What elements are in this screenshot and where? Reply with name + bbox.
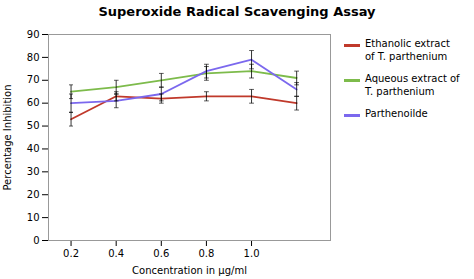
html-text:Parthenoilde: Parthenoilde <box>365 108 428 119</box>
svg-text:40: 40 <box>27 143 40 154</box>
svg-text:50: 50 <box>27 120 40 131</box>
svg-text:20: 20 <box>27 189 40 200</box>
svg-text:0.4: 0.4 <box>108 248 124 259</box>
svg-text:10: 10 <box>27 212 40 223</box>
svg-text:30: 30 <box>27 166 40 177</box>
svg-text:60: 60 <box>27 97 40 108</box>
svg-text:Concentration in µg/ml: Concentration in µg/ml <box>132 265 247 276</box>
svg-text:80: 80 <box>27 52 40 63</box>
svg-text:70: 70 <box>27 74 40 85</box>
svg-text:90: 90 <box>27 29 40 40</box>
svg-text:0.6: 0.6 <box>153 248 169 259</box>
html-text:Superoxide Radical Scavenging: Superoxide Radical Scavenging Assay <box>98 4 376 19</box>
svg-text:1.0: 1.0 <box>244 248 260 259</box>
svg-text:0.2: 0.2 <box>63 248 79 259</box>
svg-text:0.8: 0.8 <box>198 248 214 259</box>
html-text:Aqueous extract of T. partheni: Aqueous extract of T. parthenium <box>365 73 460 97</box>
html-text:Ethanolic extract of T. parthe: Ethanolic extract of T. parthenium <box>365 38 450 62</box>
svg-text:Percentage Inhibition: Percentage Inhibition <box>2 84 13 190</box>
svg-text:0: 0 <box>33 235 39 246</box>
